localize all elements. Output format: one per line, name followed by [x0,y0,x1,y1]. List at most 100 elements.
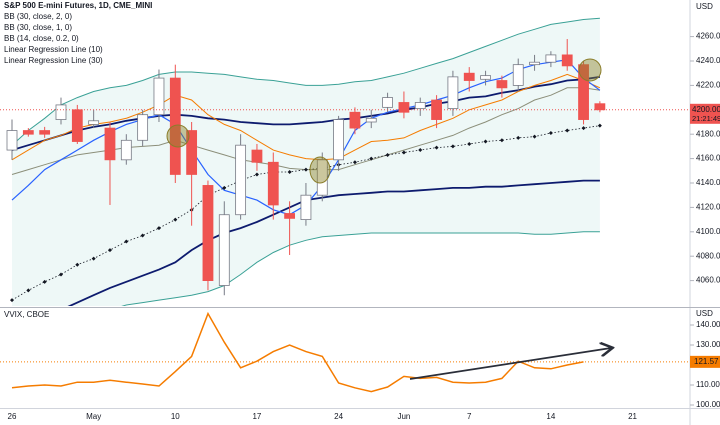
regression-marker [516,135,521,140]
y-tick-label: 140.00 [696,320,720,329]
regression-marker [499,138,504,143]
drawings [166,58,611,380]
y-tick-label: 4260.00 [696,32,720,41]
regression-marker [401,150,406,155]
candle-body [267,161,279,206]
y-tick-label: 4100.00 [696,227,720,236]
candle-body [55,104,67,120]
candle-body [414,102,426,109]
regression-marker [58,272,63,277]
regression-marker [222,185,227,190]
last-value-label: 121.57 [694,357,719,366]
regression-marker [107,248,112,253]
candle-body [300,194,312,220]
candle-body [349,111,361,129]
legend-entry: BB (30, close, 2, 0) [4,12,72,21]
y-tick-label: 130.00 [696,340,720,349]
candle-body [382,97,393,108]
regression-marker [483,139,488,144]
y-tick-label: 4060.00 [696,276,720,285]
vvix-pane [0,311,690,393]
y-tick-label: 4220.00 [696,81,720,90]
candle-body [594,103,606,111]
legend-entry: BB (30, close, 1, 0) [4,23,72,32]
candle-body [365,117,377,123]
regression-marker [352,160,357,165]
regression-marker [42,279,47,284]
x-tick-label: 7 [467,412,472,421]
candle-body [137,114,149,141]
candle-body [120,139,132,161]
highlight-circle [166,124,190,148]
regression-marker [91,256,96,261]
regression-marker [173,217,178,222]
band-upper [11,17,600,146]
x-tick-label: Jun [397,412,410,421]
x-tick-label: 10 [171,412,180,421]
labels: S&P 500 E-mini Futures, 1D, CME_MINI BB … [4,1,713,319]
candle-body [529,61,540,66]
vvix-line [11,311,584,393]
y-tick-label: 4160.00 [696,154,720,163]
regression-marker [254,172,259,177]
x-tick-label: 21 [628,412,637,421]
x-tick-label: May [86,412,101,421]
candle-body [512,64,524,86]
regression-marker [287,170,292,175]
last-price-box [690,103,720,124]
candle-body [235,144,247,216]
candle-body [578,64,589,120]
countdown-label: 21:21:49 [692,114,720,123]
candle-body [333,119,345,161]
candle-body [22,130,34,135]
candle-body [284,213,296,219]
candle-body [6,130,18,151]
regression-marker [565,128,570,133]
y-tick-label: 4240.00 [696,56,720,65]
unit-label: USD [696,309,713,318]
candle-body [480,75,491,80]
regression-marker [26,288,31,293]
last-price-label: 4200.00 [692,105,720,114]
candle-body [39,130,51,135]
pane-title: VVIX, CBOE [4,310,49,319]
regression-marker [532,134,537,139]
regression-marker [10,298,14,303]
y-tick-label: 4080.00 [696,251,720,260]
candle-body [447,76,459,109]
y-tick-label: 4120.00 [696,203,720,212]
legend-entry: BB (14, close, 0.2, 0) [4,34,79,43]
candle-body [88,120,100,125]
y-tick-label: 4140.00 [696,178,720,187]
regression-marker [75,262,80,267]
y-tick-label: 100.00 [696,400,720,409]
candle-body [431,99,442,120]
trend-arrow [409,348,611,380]
regression-marker [303,167,308,172]
x-tick-label: 24 [334,412,343,421]
x-tick-label: 26 [8,412,17,421]
candle-body [202,185,214,282]
last-value-box [690,355,720,368]
candle-body [186,130,198,175]
regression-marker [418,148,423,153]
x-tick-label: 17 [252,412,261,421]
candle-body [398,102,410,113]
regression-marker [450,144,455,149]
regression-marker [467,141,472,146]
candle-body [561,54,573,67]
regression-marker [597,123,602,128]
axes: 4260.00 4240.00 4220.00 4180.00 4160.00 4140.… [8,32,720,421]
candle-body [251,149,263,163]
candle-body [463,72,475,81]
regression-marker [369,156,374,161]
regression-marker [385,152,390,157]
chart-title: S&P 500 E-mini Futures, 1D, CME_MINI [4,1,152,10]
regression-marker [581,126,586,131]
candle-body [218,214,230,286]
highlight-circle [309,156,331,184]
legend-entry: Linear Regression Line (10) [4,45,103,54]
regression-marker [156,226,161,231]
band-lower [121,231,600,306]
